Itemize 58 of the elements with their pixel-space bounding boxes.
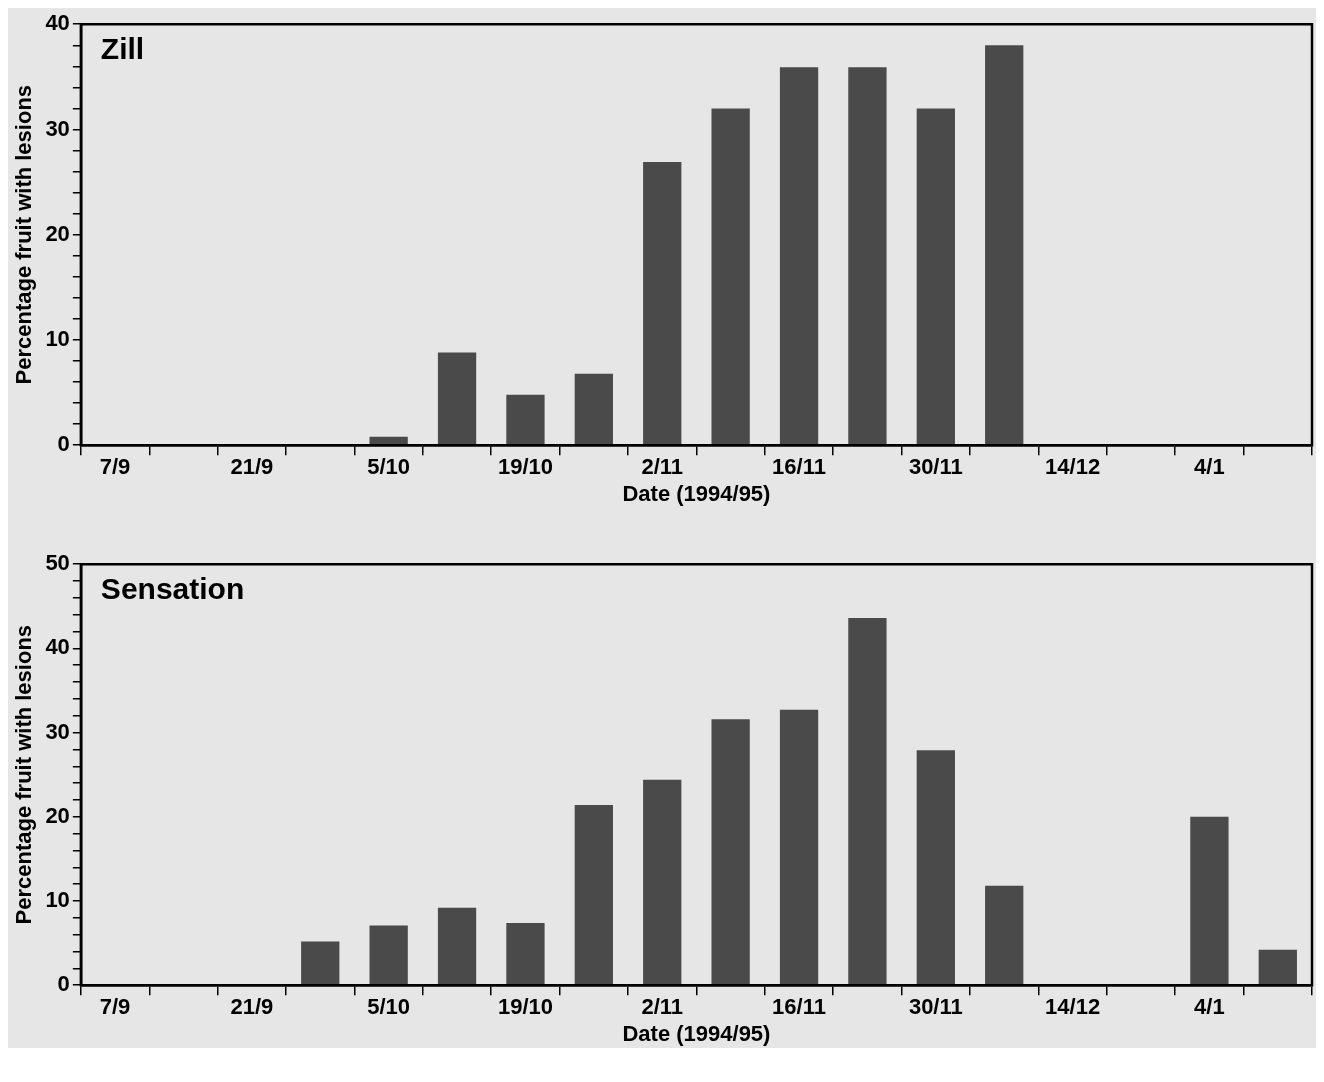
bar: [916, 108, 955, 445]
x-tick-label: 4/1: [1194, 994, 1225, 1020]
bar: [574, 805, 613, 985]
x-tick-label: 14/12: [1045, 454, 1101, 480]
y-tick-label: 10: [45, 887, 70, 913]
y-tick-label: 50: [45, 550, 70, 576]
y-tick-label: 10: [45, 326, 70, 352]
bar: [848, 67, 887, 445]
bar: [985, 885, 1024, 985]
x-tick-label: 19/10: [497, 994, 553, 1020]
y-tick-label: 20: [45, 802, 70, 828]
x-tick-label: 7/9: [99, 454, 131, 480]
x-tick-label: 21/9: [230, 454, 274, 480]
bar: [711, 719, 750, 985]
bar: [369, 436, 408, 445]
bar: [985, 45, 1024, 445]
x-axis-title: Date (1994/95): [622, 480, 771, 506]
y-tick-label: 40: [45, 10, 70, 36]
bar: [916, 750, 955, 985]
x-tick-label: 5/10: [367, 994, 411, 1020]
y-tick-label: 0: [57, 431, 70, 457]
bar: [506, 394, 545, 445]
y-tick-label: 30: [45, 718, 70, 744]
x-tick-label: 30/11: [908, 994, 963, 1020]
bar: [437, 352, 477, 445]
y-tick-label: 20: [45, 220, 70, 246]
x-tick-label: 16/11: [772, 454, 826, 480]
bar: [711, 108, 750, 445]
bar: [779, 67, 819, 445]
bar: [1190, 816, 1229, 985]
chart-title: Sensation: [100, 572, 245, 606]
y-tick-label: 0: [57, 971, 70, 997]
x-tick-label: 19/10: [497, 454, 553, 480]
y-axis-title: Percentage fruit with lesions: [11, 84, 37, 385]
bar: [369, 925, 408, 985]
x-tick-label: 16/11: [772, 994, 826, 1020]
bar: [848, 618, 887, 985]
y-tick-label: 30: [45, 115, 70, 141]
x-tick-label: 4/1: [1194, 454, 1225, 480]
x-tick-label: 30/11: [908, 454, 963, 480]
bar: [1258, 949, 1297, 985]
bar: [779, 709, 819, 985]
x-tick-label: 5/10: [367, 454, 411, 480]
y-tick-label: 40: [45, 634, 70, 660]
x-tick-label: 2/11: [641, 454, 684, 480]
bar: [506, 922, 545, 985]
y-axis-title: Percentage fruit with lesions: [11, 624, 37, 925]
bar: [437, 907, 477, 985]
bar: [301, 941, 340, 985]
bar: [643, 779, 682, 985]
x-tick-label: 7/9: [99, 994, 131, 1020]
chart-title: Zill: [100, 32, 145, 66]
x-tick-label: 2/11: [641, 994, 684, 1020]
bar: [643, 162, 682, 445]
x-axis-title: Date (1994/95): [622, 1020, 771, 1046]
bar: [574, 373, 613, 445]
x-tick-label: 21/9: [230, 994, 274, 1020]
x-tick-label: 14/12: [1045, 994, 1101, 1020]
